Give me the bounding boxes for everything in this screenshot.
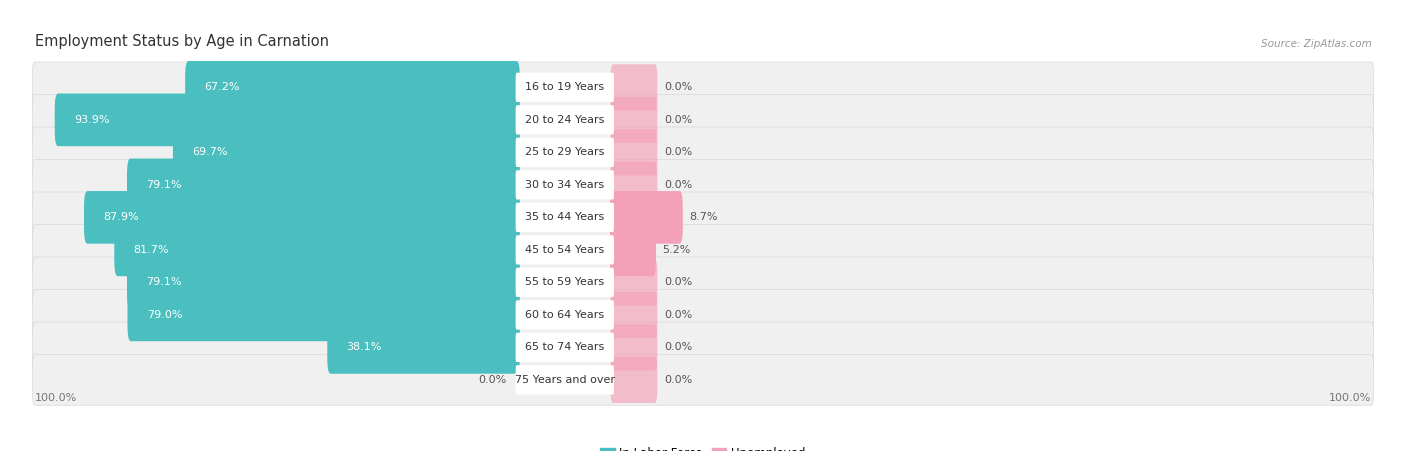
Text: 0.0%: 0.0% bbox=[665, 375, 693, 385]
Text: 0.0%: 0.0% bbox=[665, 147, 693, 157]
Text: 65 to 74 Years: 65 to 74 Years bbox=[526, 342, 605, 352]
Text: Employment Status by Age in Carnation: Employment Status by Age in Carnation bbox=[35, 34, 329, 49]
FancyBboxPatch shape bbox=[516, 300, 614, 330]
FancyBboxPatch shape bbox=[173, 126, 520, 179]
Text: 25 to 29 Years: 25 to 29 Years bbox=[524, 147, 605, 157]
Text: 69.7%: 69.7% bbox=[193, 147, 228, 157]
Text: 45 to 54 Years: 45 to 54 Years bbox=[526, 245, 605, 255]
FancyBboxPatch shape bbox=[516, 268, 614, 297]
Text: 55 to 59 Years: 55 to 59 Years bbox=[526, 277, 605, 287]
FancyBboxPatch shape bbox=[127, 256, 520, 309]
Text: 0.0%: 0.0% bbox=[665, 83, 693, 92]
Text: 0.0%: 0.0% bbox=[665, 310, 693, 320]
FancyBboxPatch shape bbox=[128, 289, 520, 341]
FancyBboxPatch shape bbox=[610, 97, 658, 143]
FancyBboxPatch shape bbox=[610, 64, 658, 110]
Text: Source: ZipAtlas.com: Source: ZipAtlas.com bbox=[1261, 39, 1371, 49]
FancyBboxPatch shape bbox=[32, 62, 1374, 113]
Text: 100.0%: 100.0% bbox=[35, 393, 77, 403]
FancyBboxPatch shape bbox=[32, 95, 1374, 145]
FancyBboxPatch shape bbox=[32, 257, 1374, 308]
FancyBboxPatch shape bbox=[610, 259, 658, 305]
Text: 75 Years and over: 75 Years and over bbox=[515, 375, 614, 385]
Text: 0.0%: 0.0% bbox=[665, 342, 693, 352]
FancyBboxPatch shape bbox=[610, 324, 658, 370]
Text: 35 to 44 Years: 35 to 44 Years bbox=[526, 212, 605, 222]
Text: 8.7%: 8.7% bbox=[689, 212, 717, 222]
Text: 93.9%: 93.9% bbox=[75, 115, 110, 125]
Text: 79.1%: 79.1% bbox=[146, 180, 181, 190]
Legend: In Labor Force, Unemployed: In Labor Force, Unemployed bbox=[596, 442, 810, 451]
Text: 16 to 19 Years: 16 to 19 Years bbox=[526, 83, 605, 92]
FancyBboxPatch shape bbox=[32, 225, 1374, 275]
FancyBboxPatch shape bbox=[516, 170, 614, 199]
Text: 81.7%: 81.7% bbox=[134, 245, 169, 255]
Text: 20 to 24 Years: 20 to 24 Years bbox=[524, 115, 605, 125]
FancyBboxPatch shape bbox=[516, 105, 614, 134]
FancyBboxPatch shape bbox=[610, 191, 683, 244]
Text: 30 to 34 Years: 30 to 34 Years bbox=[526, 180, 605, 190]
FancyBboxPatch shape bbox=[516, 138, 614, 167]
FancyBboxPatch shape bbox=[610, 224, 657, 276]
Text: 67.2%: 67.2% bbox=[204, 83, 240, 92]
FancyBboxPatch shape bbox=[610, 292, 658, 338]
FancyBboxPatch shape bbox=[127, 159, 520, 211]
Text: 60 to 64 Years: 60 to 64 Years bbox=[526, 310, 605, 320]
Text: 0.0%: 0.0% bbox=[665, 180, 693, 190]
Text: 0.0%: 0.0% bbox=[665, 277, 693, 287]
FancyBboxPatch shape bbox=[610, 357, 658, 403]
FancyBboxPatch shape bbox=[516, 203, 614, 232]
FancyBboxPatch shape bbox=[32, 322, 1374, 373]
Text: 0.0%: 0.0% bbox=[665, 115, 693, 125]
Text: 100.0%: 100.0% bbox=[1329, 393, 1371, 403]
Text: 79.0%: 79.0% bbox=[146, 310, 183, 320]
FancyBboxPatch shape bbox=[84, 191, 520, 244]
Text: 79.1%: 79.1% bbox=[146, 277, 181, 287]
FancyBboxPatch shape bbox=[32, 290, 1374, 340]
Text: 5.2%: 5.2% bbox=[662, 245, 690, 255]
FancyBboxPatch shape bbox=[32, 160, 1374, 210]
FancyBboxPatch shape bbox=[516, 365, 614, 395]
FancyBboxPatch shape bbox=[610, 129, 658, 175]
FancyBboxPatch shape bbox=[516, 73, 614, 102]
FancyBboxPatch shape bbox=[32, 127, 1374, 178]
Text: 38.1%: 38.1% bbox=[346, 342, 382, 352]
FancyBboxPatch shape bbox=[516, 333, 614, 362]
FancyBboxPatch shape bbox=[610, 162, 658, 208]
FancyBboxPatch shape bbox=[328, 321, 520, 374]
FancyBboxPatch shape bbox=[55, 93, 520, 146]
FancyBboxPatch shape bbox=[516, 235, 614, 264]
Text: 87.9%: 87.9% bbox=[103, 212, 139, 222]
Text: 0.0%: 0.0% bbox=[478, 375, 508, 385]
FancyBboxPatch shape bbox=[32, 354, 1374, 405]
FancyBboxPatch shape bbox=[186, 61, 520, 114]
FancyBboxPatch shape bbox=[32, 192, 1374, 243]
FancyBboxPatch shape bbox=[114, 224, 520, 276]
